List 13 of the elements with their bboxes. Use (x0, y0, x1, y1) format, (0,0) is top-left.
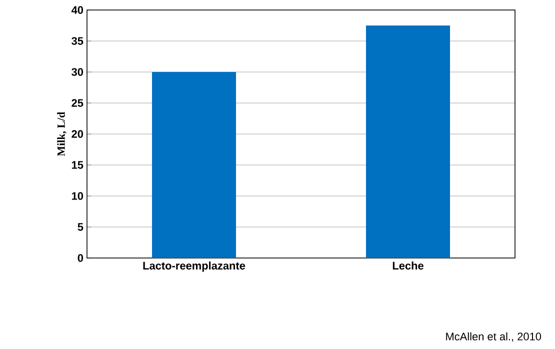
x-tick-label: Leche (392, 262, 424, 270)
y-tick-label: 0 (78, 254, 84, 262)
y-axis-title: Milk, L/d (57, 112, 66, 156)
y-tick-label: 15 (72, 161, 84, 169)
y-tick-label: 10 (72, 192, 84, 200)
y-tick-label: 20 (72, 130, 84, 138)
y-tick-label: 25 (72, 99, 84, 107)
y-tick-label: 35 (72, 37, 84, 45)
y-tick-label: 30 (72, 68, 84, 76)
text: McAllen et al., 2010 (446, 332, 542, 342)
y-tick-label: 5 (78, 223, 84, 231)
x-tick-label: Lacto-reemplazante (143, 262, 246, 272)
y-tick-label: 40 (71, 6, 84, 14)
